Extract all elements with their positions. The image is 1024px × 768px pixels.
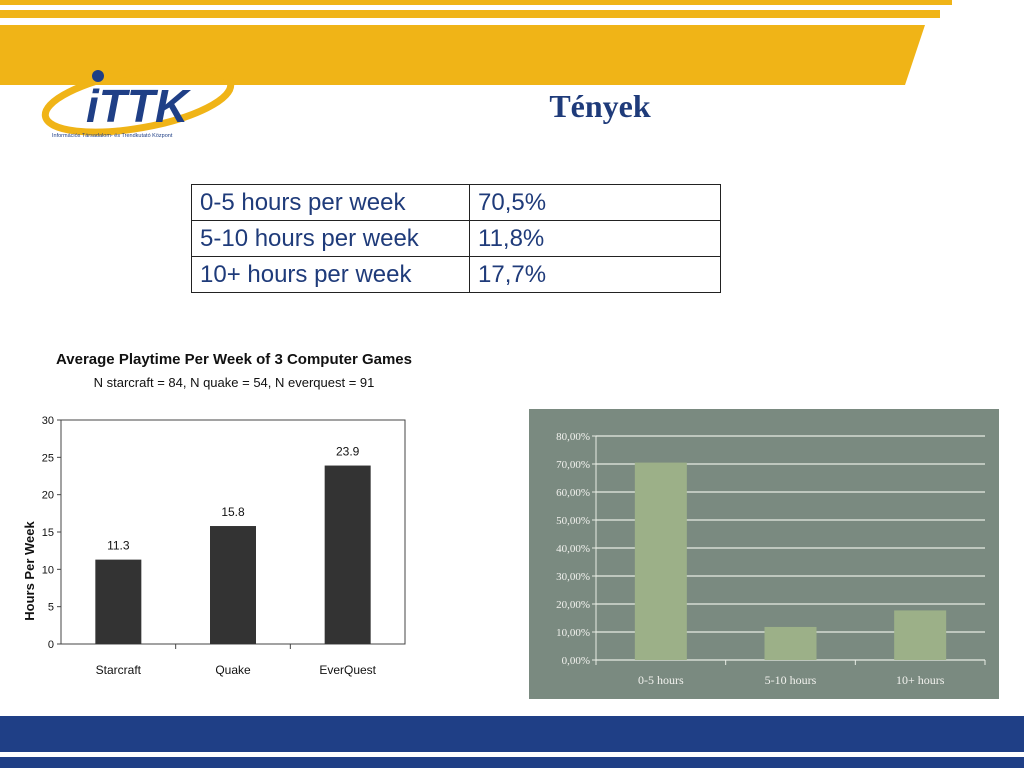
bar <box>634 462 687 660</box>
x-tick-label: 10+ hours <box>896 673 945 687</box>
y-axis-label: Hours Per Week <box>22 520 37 620</box>
top-accent-stripe <box>0 0 952 5</box>
data-label: 11.3 <box>107 539 130 553</box>
x-tick-label: EverQuest <box>319 663 376 677</box>
y-tick-label: 30,00% <box>556 571 590 583</box>
y-tick-label: 10 <box>42 564 54 576</box>
svg-text:iTTK: iTTK <box>86 80 191 132</box>
table-cell-label: 5-10 hours per week <box>191 220 470 257</box>
y-tick-label: 0 <box>48 639 54 651</box>
y-tick-label: 0,00% <box>562 655 590 667</box>
footer-band-2 <box>0 757 1024 768</box>
y-tick-label: 70,00% <box>556 459 590 471</box>
y-tick-label: 60,00% <box>556 487 590 499</box>
footer-band <box>0 716 1024 752</box>
table-cell-value: 17,7% <box>469 256 721 293</box>
x-tick-label: Starcraft <box>96 663 142 677</box>
percentage-bar-chart: 0,00% 10,00% 20,00% 30,00% 40,00% 50,00% 60,00… <box>529 409 999 699</box>
table-cell-value: 70,5% <box>469 184 721 221</box>
y-tick-label: 40,00% <box>556 543 590 555</box>
y-tick-label: 30 <box>42 415 54 427</box>
data-label: 15.8 <box>221 505 245 519</box>
ittk-logo: iTTK Információs Társadalom- és Trendkut… <box>41 64 235 139</box>
bar <box>324 465 371 644</box>
chart-title: Average Playtime Per Week of 3 Computer … <box>56 351 412 368</box>
y-tick-label: 5 <box>48 602 54 614</box>
x-tick-label: 0-5 hours <box>638 673 684 687</box>
table-row: 5-10 hours per week 11,8% <box>191 220 721 257</box>
bar <box>764 626 817 660</box>
x-tick-label: 5-10 hours <box>765 673 817 687</box>
table-cell-label: 0-5 hours per week <box>191 184 470 221</box>
table-row: 10+ hours per week 17,7% <box>191 256 721 293</box>
table-row: 0-5 hours per week 70,5% <box>191 184 721 221</box>
y-tick-label: 80,00% <box>556 431 590 443</box>
bar <box>894 610 947 660</box>
chart-subtitle: N starcraft = 84, N quake = 54, N everqu… <box>94 375 375 390</box>
slide-title: Tények <box>549 88 651 124</box>
playtime-bar-chart: Average Playtime Per Week of 3 Computer … <box>22 351 412 677</box>
data-label: 23.9 <box>336 445 360 459</box>
logo-tagline: Információs Társadalom- és Trendkutató K… <box>52 133 173 139</box>
y-tick-label: 10,00% <box>556 627 590 639</box>
table-cell-value: 11,8% <box>469 220 721 257</box>
y-tick-label: 15 <box>42 527 54 539</box>
y-tick-label: 20 <box>42 490 54 502</box>
y-tick-label: 50,00% <box>556 515 590 527</box>
playtime-table: 0-5 hours per week 70,5% 5-10 hours per … <box>191 184 721 293</box>
bar <box>210 526 256 644</box>
bar <box>95 559 142 644</box>
y-tick-label: 25 <box>42 452 54 464</box>
table-cell-label: 10+ hours per week <box>191 256 470 293</box>
header-banner <box>0 25 925 85</box>
top-accent-stripe-2 <box>0 10 940 18</box>
x-tick-label: Quake <box>215 663 251 677</box>
y-tick-label: 20,00% <box>556 599 590 611</box>
